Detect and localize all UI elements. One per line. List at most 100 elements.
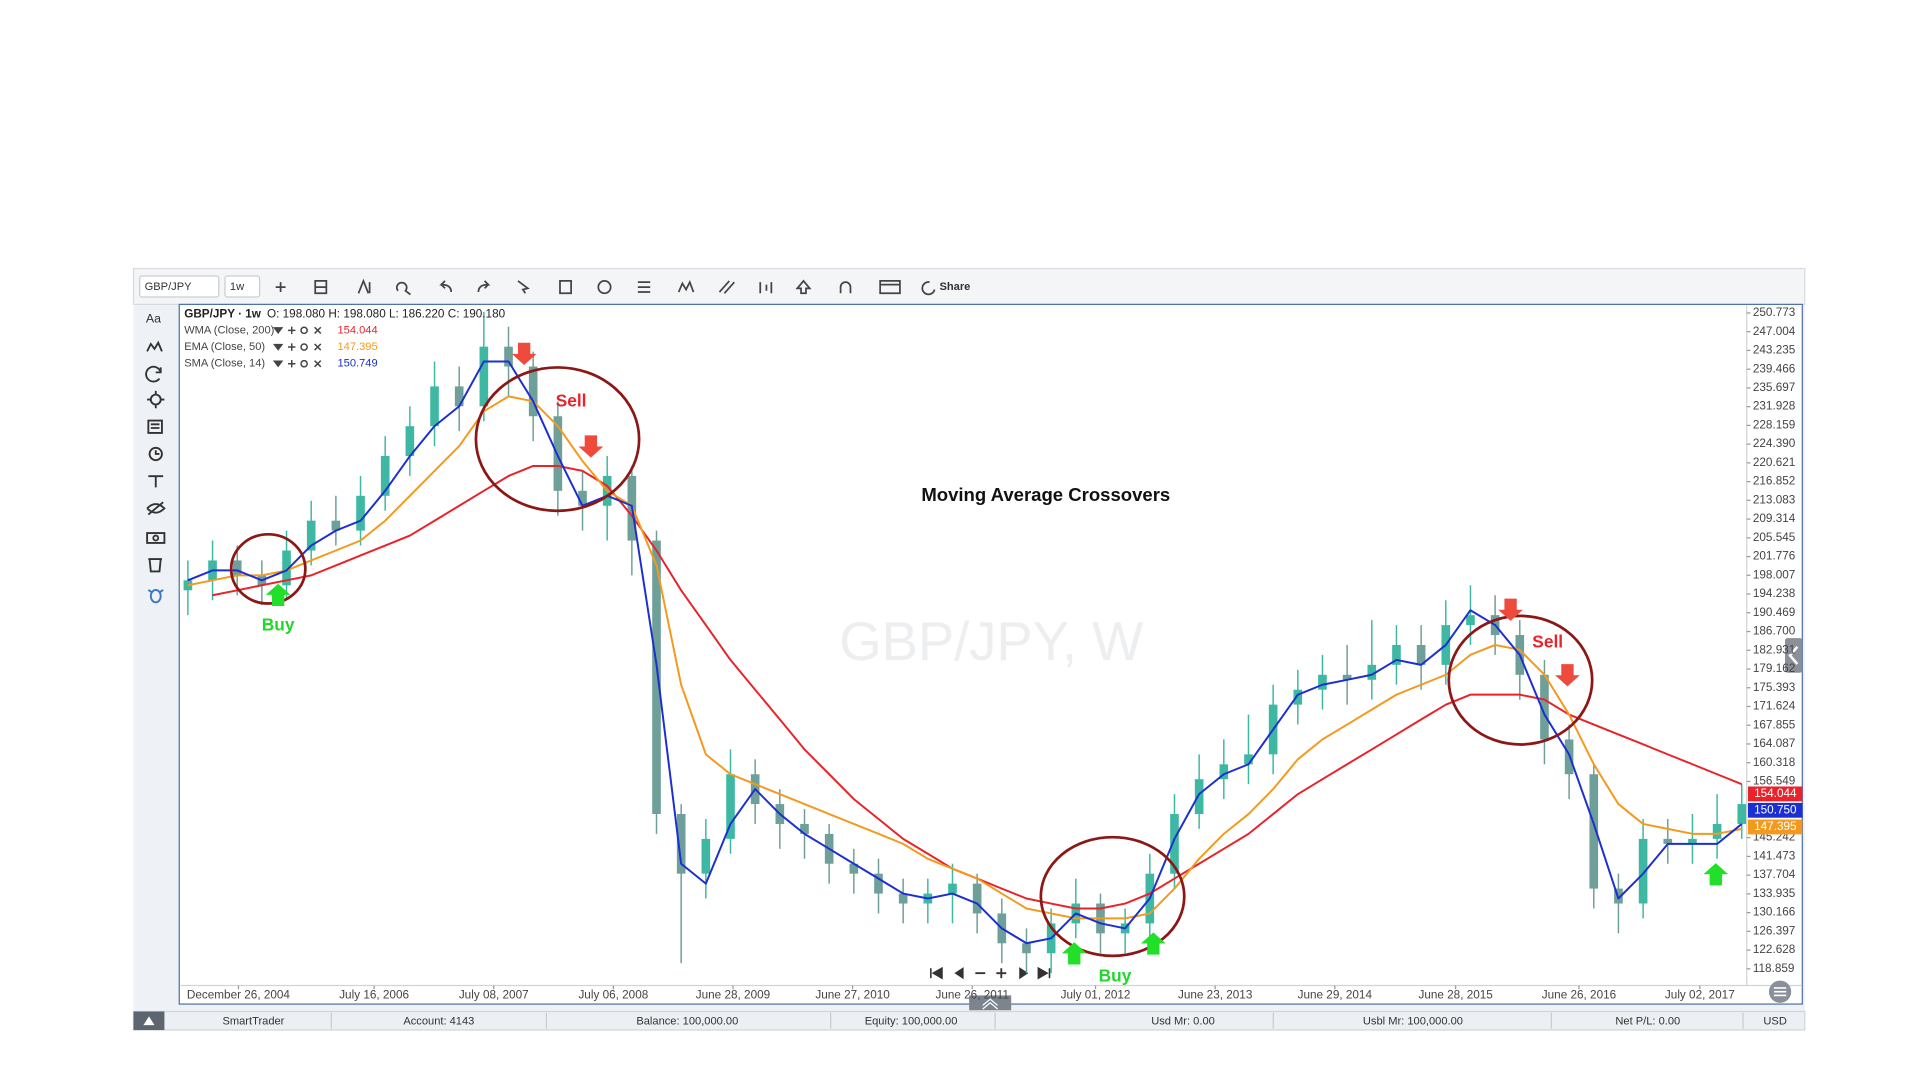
- legend-controls[interactable]: [272, 359, 322, 368]
- toolbar-icon[interactable]: [839, 281, 852, 294]
- price-badge-label: 147.395: [1754, 820, 1797, 833]
- playback-controls[interactable]: [930, 966, 1051, 980]
- candle-body: [282, 550, 291, 586]
- icon-glyph: [148, 558, 162, 573]
- icon-glyph: [559, 280, 572, 295]
- candle-body: [948, 883, 957, 894]
- side-tool-icon[interactable]: [147, 589, 164, 604]
- toolbar: [132, 267, 1806, 306]
- candle-body: [528, 366, 538, 417]
- candle-body: [652, 540, 661, 815]
- icon-glyph: [637, 281, 651, 293]
- icon-glyph: [597, 280, 612, 295]
- toolbar-icon[interactable]: [275, 282, 286, 293]
- icon-glyph: [395, 281, 411, 296]
- candle-body: [1318, 674, 1327, 690]
- price-badge-label: 150.750: [1754, 803, 1797, 816]
- legend-controls[interactable]: [272, 326, 322, 335]
- candle-body: [356, 495, 365, 531]
- font-button[interactable]: Aa: [146, 311, 161, 325]
- candle-body: [1540, 674, 1549, 740]
- toolbar-icon[interactable]: [879, 280, 901, 295]
- toolbar-icon[interactable]: [517, 280, 530, 294]
- side-panel-tab[interactable]: [1785, 638, 1803, 673]
- y-tick-label: 198.007: [1753, 568, 1795, 581]
- sell-arrow: [578, 435, 604, 458]
- icon-glyph: [439, 280, 453, 293]
- y-tick-label: 209.314: [1753, 512, 1796, 525]
- icon-glyph: [148, 446, 163, 462]
- x-tick-label: June 27, 2010: [815, 989, 890, 1002]
- candle-body: [800, 823, 809, 834]
- status-product: SmartTrader: [222, 1015, 284, 1027]
- legend-control-icon: [314, 360, 322, 368]
- share-button[interactable]: Share: [939, 281, 970, 293]
- legend-controls[interactable]: [272, 343, 322, 351]
- buy-arrow: [1703, 863, 1729, 886]
- candle-body: [874, 873, 883, 894]
- x-tick-label: July 01, 2012: [1061, 989, 1131, 1002]
- collapse-icon: [982, 998, 998, 1010]
- toolbar-icon[interactable]: [597, 280, 612, 295]
- y-tick-label: 201.776: [1753, 550, 1796, 563]
- y-tick-label: 167.855: [1753, 718, 1796, 731]
- price-badge-label: 154.044: [1754, 787, 1797, 800]
- y-tick-label: 133.935: [1753, 887, 1796, 900]
- status-equity: Equity: 100,000.00: [865, 1015, 958, 1027]
- toolbar-icon[interactable]: [357, 278, 371, 294]
- toolbar-icon[interactable]: [395, 281, 411, 296]
- toolbar-icon[interactable]: [477, 280, 491, 293]
- side-tool-icon[interactable]: [147, 419, 163, 434]
- icon-glyph: [477, 280, 491, 293]
- side-tool-icon[interactable]: [145, 365, 162, 383]
- status-account: Account: 4143: [403, 1015, 474, 1027]
- x-tick-label: June 29, 2014: [1298, 989, 1373, 1002]
- candle-body: [405, 426, 415, 457]
- y-tick-label: 224.390: [1753, 437, 1796, 450]
- x-tick-label: June 28, 2009: [696, 989, 770, 1002]
- icon-glyph: [357, 278, 371, 294]
- candle-body: [504, 346, 513, 367]
- toolbar-icon[interactable]: [759, 282, 773, 294]
- tab-icon: [1788, 646, 1799, 665]
- icon-glyph: [677, 279, 695, 293]
- toolbar-icon[interactable]: [795, 279, 812, 295]
- legend-control-icon: [272, 327, 284, 335]
- toolbar-icon[interactable]: [559, 280, 572, 295]
- side-tool-icon[interactable]: [146, 532, 166, 544]
- symbol-input[interactable]: [139, 275, 220, 298]
- side-tool-icon[interactable]: [146, 501, 166, 516]
- interval-button[interactable]: [224, 275, 261, 298]
- candle-body: [331, 520, 341, 531]
- y-tick-label: 160.318: [1753, 756, 1796, 769]
- candle-body: [1194, 779, 1204, 815]
- legend-control-icon: [272, 343, 284, 351]
- icon-glyph: [147, 419, 163, 434]
- watermark: GBP/JPY, W: [839, 611, 1144, 672]
- y-tick-label: 235.697: [1753, 381, 1795, 394]
- x-tick-label: June 26, 2016: [1542, 989, 1617, 1002]
- toolbar-icon[interactable]: [718, 280, 735, 294]
- side-tool-icon[interactable]: [148, 558, 162, 573]
- y-tick-label: 122.628: [1753, 943, 1796, 956]
- sell-arrow: [1555, 664, 1580, 687]
- toolbar-icon[interactable]: [637, 281, 651, 293]
- side-tool-icon[interactable]: [148, 446, 163, 462]
- side-tool-icon[interactable]: [146, 340, 163, 352]
- toolbar-icon[interactable]: [439, 280, 453, 293]
- toolbar-icon[interactable]: [314, 280, 328, 295]
- side-tool-icon[interactable]: [148, 475, 164, 488]
- candle-body: [1367, 664, 1377, 680]
- annotation-label: Buy: [262, 614, 295, 634]
- toolbar-icon[interactable]: [921, 281, 936, 296]
- price-badge: [1747, 786, 1803, 802]
- toolbar-icon[interactable]: [677, 279, 695, 293]
- ma-line: [187, 360, 1743, 945]
- candle-body: [1638, 838, 1648, 904]
- symbol-text: GBP/JPY: [145, 281, 193, 293]
- price-badge: [1747, 802, 1803, 818]
- candle-body: [1589, 774, 1599, 889]
- y-tick-label: 164.087: [1753, 737, 1795, 750]
- side-tool-icon[interactable]: [147, 390, 165, 409]
